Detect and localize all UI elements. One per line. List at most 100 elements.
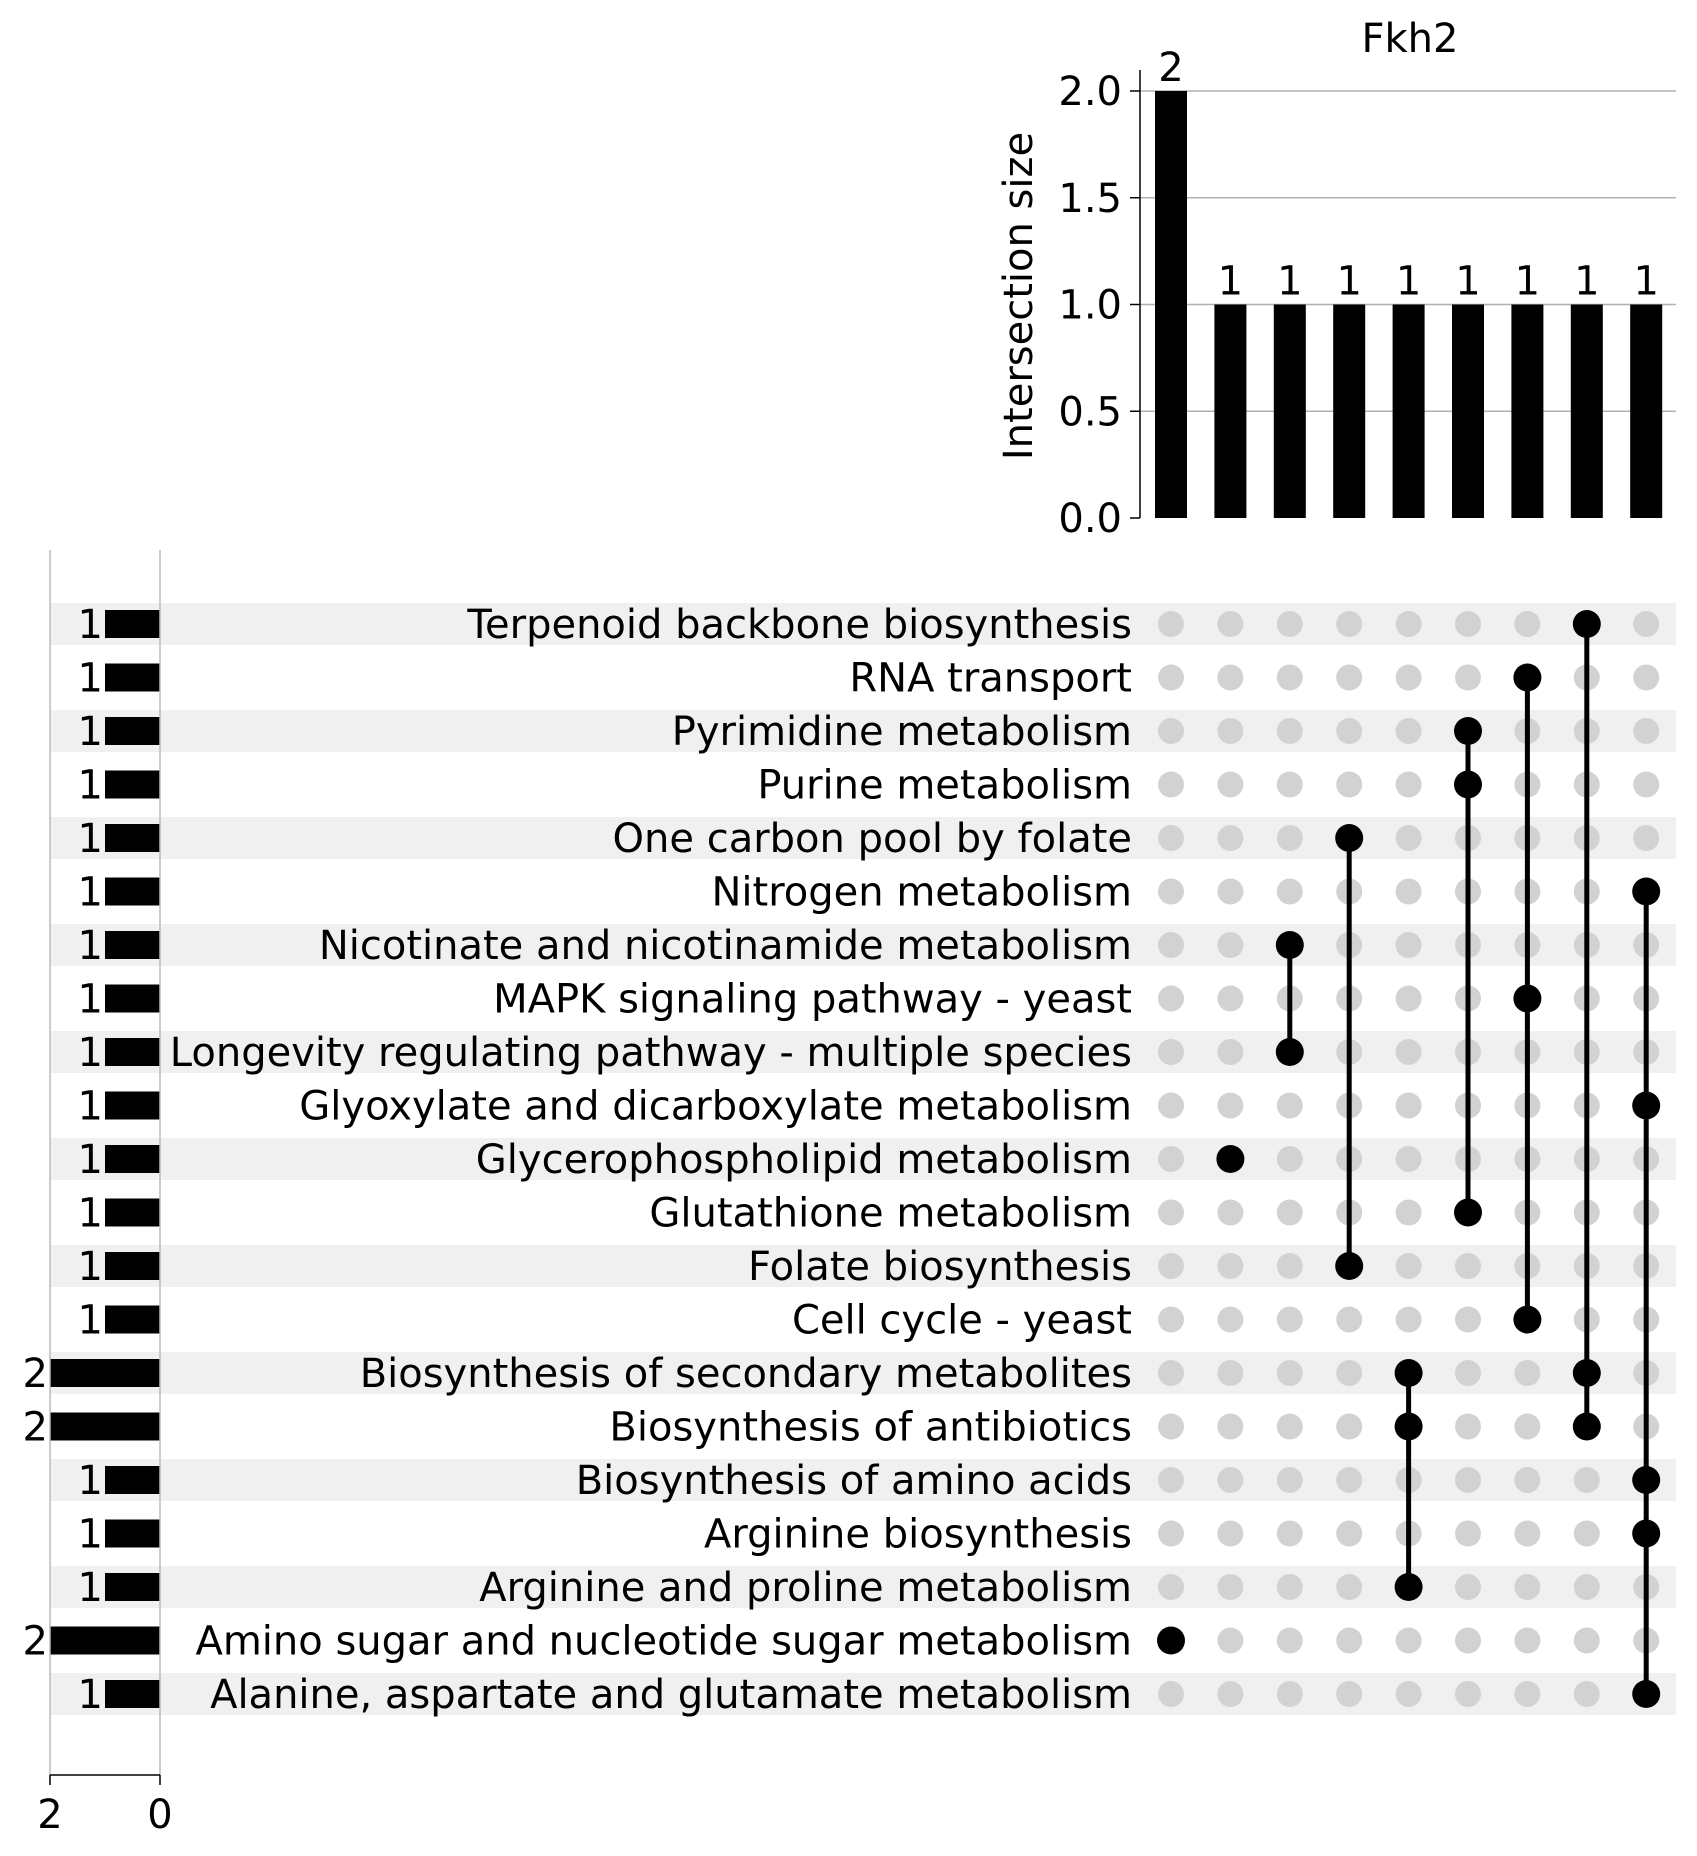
matrix-dot-inactive	[1158, 1520, 1184, 1547]
set-size-label: 2	[23, 1405, 48, 1451]
matrix-dot-inactive	[1276, 1306, 1303, 1333]
matrix-dot-active	[1632, 1091, 1661, 1120]
matrix-dot-active	[1513, 663, 1542, 692]
matrix-dot-inactive	[1336, 1681, 1363, 1707]
matrix-dot-inactive	[1514, 1681, 1541, 1707]
set-size-bar	[105, 1252, 160, 1280]
y-tick-label: 0.5	[1058, 389, 1122, 435]
set-size-bar	[105, 1038, 160, 1066]
matrix-dot-inactive	[1455, 1574, 1481, 1600]
intersection-bar-label: 2	[1158, 45, 1183, 91]
y-tick-label: 2.0	[1058, 69, 1122, 115]
intersection-bar-label: 1	[1277, 259, 1302, 305]
matrix-dot-inactive	[1336, 771, 1363, 798]
set-axis-tick-label: 2	[37, 1792, 62, 1838]
matrix-dot-inactive	[1158, 878, 1184, 905]
matrix-dot-inactive	[1395, 1146, 1422, 1172]
matrix-dot-inactive	[1395, 664, 1422, 691]
matrix-dot-inactive	[1336, 1413, 1363, 1440]
set-label: Cell cycle - yeast	[792, 1298, 1132, 1344]
intersection-bar	[1511, 304, 1544, 518]
set-size-bar	[50, 1359, 160, 1387]
matrix-dot-inactive	[1395, 1306, 1422, 1333]
set-label: Biosynthesis of amino acids	[576, 1458, 1132, 1504]
matrix-dot-inactive	[1514, 1413, 1541, 1440]
matrix-dot-inactive	[1276, 1253, 1303, 1279]
matrix-dot-inactive	[1158, 985, 1184, 1012]
matrix-dot-inactive	[1633, 825, 1660, 851]
matrix-dot-active	[1572, 1412, 1601, 1441]
matrix-dot-inactive	[1276, 771, 1303, 798]
matrix-dot-active	[1394, 1412, 1423, 1441]
matrix-dot-active	[1394, 1573, 1423, 1601]
matrix-dot-active	[1454, 770, 1482, 799]
set-size-label: 1	[78, 709, 103, 755]
matrix-dot-inactive	[1276, 1199, 1303, 1226]
matrix-dot-inactive	[1573, 1574, 1600, 1600]
intersection-bar	[1570, 304, 1603, 518]
matrix-dot-inactive	[1633, 611, 1660, 637]
matrix-dot-inactive	[1514, 1627, 1541, 1654]
matrix-dot-inactive	[1158, 1467, 1184, 1493]
matrix-dot-inactive	[1633, 664, 1660, 691]
set-size-label: 1	[78, 870, 103, 916]
matrix-dot-inactive	[1158, 1146, 1184, 1172]
matrix-dot-active	[1157, 1626, 1185, 1655]
membership-matrix	[1157, 610, 1661, 1708]
matrix-dot-inactive	[1455, 1360, 1481, 1386]
matrix-dot-inactive	[1455, 1520, 1481, 1547]
set-size-bar	[105, 1091, 160, 1120]
intersection-bar	[1273, 304, 1306, 518]
matrix-dot-inactive	[1336, 1520, 1363, 1547]
matrix-dot-inactive	[1336, 611, 1363, 637]
set-label: Nitrogen metabolism	[712, 870, 1133, 916]
matrix-dot-active	[1632, 877, 1661, 906]
matrix-dot-inactive	[1217, 1253, 1244, 1279]
set-label: MAPK signaling pathway - yeast	[493, 977, 1132, 1023]
matrix-dot-inactive	[1336, 664, 1363, 691]
matrix-dot-active	[1454, 717, 1482, 745]
matrix-dot-inactive	[1276, 611, 1303, 637]
matrix-dot-inactive	[1514, 611, 1541, 637]
matrix-dot-inactive	[1395, 1092, 1422, 1119]
matrix-dot-inactive	[1217, 1627, 1244, 1654]
matrix-dot-inactive	[1158, 1360, 1184, 1386]
set-size-bar	[105, 824, 160, 852]
set-size-bar	[105, 663, 160, 692]
set-size-bar	[105, 1198, 160, 1227]
matrix-dot-inactive	[1336, 1306, 1363, 1333]
set-label: One carbon pool by folate	[613, 816, 1132, 862]
set-size-bar	[105, 1145, 160, 1173]
matrix-dot-inactive	[1276, 878, 1303, 905]
matrix-dot-inactive	[1276, 825, 1303, 851]
matrix-dot-active	[1572, 610, 1601, 638]
matrix-dot-inactive	[1455, 1413, 1481, 1440]
matrix-dot-active	[1275, 931, 1304, 959]
matrix-dot-inactive	[1633, 718, 1660, 744]
matrix-dot-inactive	[1395, 1039, 1422, 1065]
intersection-bar	[1333, 304, 1366, 518]
matrix-dot-inactive	[1395, 1627, 1422, 1654]
matrix-dot-inactive	[1395, 1253, 1422, 1279]
matrix-dot-inactive	[1217, 1413, 1244, 1440]
set-label: Biosynthesis of secondary metabolites	[360, 1351, 1132, 1397]
matrix-dot-inactive	[1158, 1253, 1184, 1279]
matrix-dot-inactive	[1336, 718, 1363, 744]
matrix-dot-inactive	[1276, 718, 1303, 744]
matrix-dot-inactive	[1276, 1574, 1303, 1600]
matrix-dot-inactive	[1514, 1360, 1541, 1386]
matrix-dot-inactive	[1633, 771, 1660, 798]
matrix-dot-inactive	[1395, 718, 1422, 744]
set-size-bar	[105, 984, 160, 1013]
matrix-dot-active	[1335, 1252, 1364, 1280]
matrix-dot-inactive	[1455, 1627, 1481, 1654]
y-tick-label: 1.5	[1058, 176, 1122, 222]
set-size-label: 2	[23, 1351, 48, 1397]
matrix-dot-inactive	[1395, 611, 1422, 637]
matrix-dot-inactive	[1158, 1681, 1184, 1707]
set-size-label: 1	[78, 656, 103, 702]
set-label: Pyrimidine metabolism	[672, 709, 1132, 755]
intersection-bar	[1214, 304, 1247, 518]
matrix-dot-inactive	[1158, 718, 1184, 744]
